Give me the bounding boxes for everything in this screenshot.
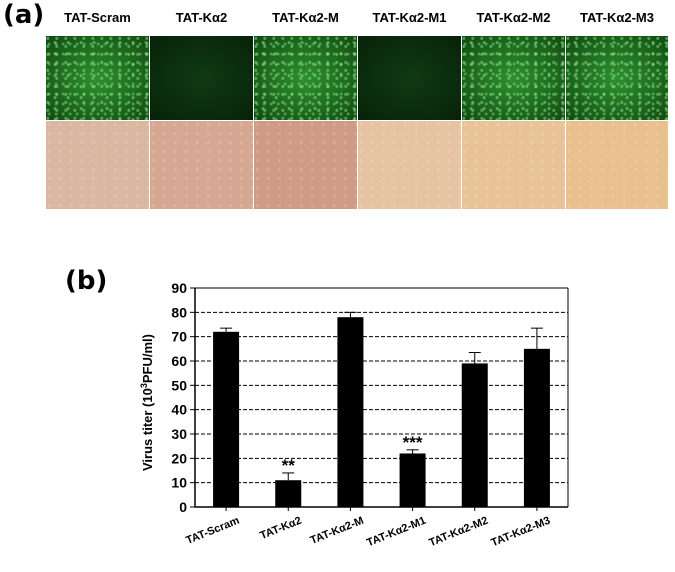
column-title: TAT-Kα2 xyxy=(175,10,228,25)
x-tick-label: TAT-Kα2-M3 xyxy=(490,515,553,550)
bar xyxy=(461,363,488,507)
brightfield-image xyxy=(254,121,357,209)
fluorescence-image xyxy=(462,36,565,120)
brightfield-image xyxy=(358,121,461,209)
fluorescence-image xyxy=(358,36,461,120)
fluorescence-image xyxy=(566,36,668,120)
y-tick-label: 10 xyxy=(171,475,187,491)
column-title: TAT-Kα2-M xyxy=(272,10,339,25)
column-title: TAT-Kα2-M1 xyxy=(372,10,447,25)
y-tick-label: 30 xyxy=(171,426,187,442)
column-title: TAT-Kα2-M3 xyxy=(580,10,654,25)
bar xyxy=(213,331,240,507)
panel-a-label: (a) xyxy=(3,0,45,30)
y-tick-label: 50 xyxy=(171,377,187,393)
bar xyxy=(523,348,550,507)
panel-b-label: (b) xyxy=(65,266,108,296)
y-tick-label: 40 xyxy=(171,402,187,418)
brightfield-image xyxy=(566,121,668,209)
brightfield-image xyxy=(462,121,565,209)
bar xyxy=(337,317,364,507)
fluorescence-image xyxy=(150,36,253,120)
bar xyxy=(275,480,302,507)
y-tick-label: 0 xyxy=(179,499,187,515)
y-tick-label: 60 xyxy=(171,353,187,369)
x-tick-label: TAT-Kα2-M1 xyxy=(365,515,428,550)
column-title: TAT-Kα2-M2 xyxy=(476,10,551,25)
y-tick-label: 90 xyxy=(171,280,187,296)
y-axis-title-suffix: PFU/ml) xyxy=(140,334,155,383)
brightfield-image xyxy=(46,121,149,209)
y-tick-label: 70 xyxy=(171,329,187,345)
significance-label: *** xyxy=(403,433,423,452)
y-tick-label: 80 xyxy=(171,304,187,320)
bar xyxy=(399,453,426,507)
x-tick-label: TAT-Kα2-M2 xyxy=(427,515,490,550)
x-tick-label: TAT-Kα2 xyxy=(258,515,303,542)
significance-label: ** xyxy=(282,456,296,475)
y-axis-title-prefix: Virus titer (10 xyxy=(140,388,155,471)
y-axis-title-superscript: 3 xyxy=(139,383,149,388)
y-tick-label: 20 xyxy=(171,450,187,466)
fluorescence-image xyxy=(254,36,357,120)
column-title: TAT-Scram xyxy=(64,10,131,25)
y-axis-title: Virus titer (103PFU/ml) xyxy=(139,334,155,471)
fluorescence-image xyxy=(46,36,149,120)
x-tick-label: TAT-Kα2-M xyxy=(309,515,366,547)
brightfield-image xyxy=(150,121,253,209)
x-tick-label: TAT-Scram xyxy=(184,515,241,547)
